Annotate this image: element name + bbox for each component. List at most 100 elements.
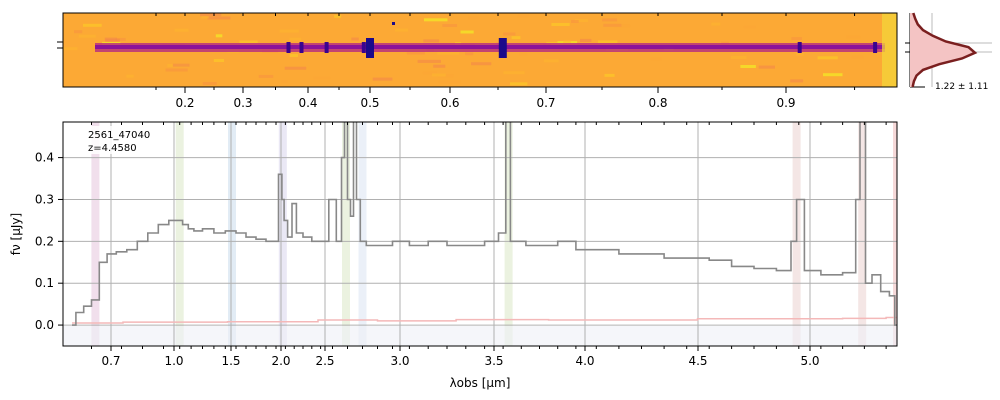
top-tick-label: 0.8 (648, 96, 667, 110)
noise-patch (281, 80, 288, 83)
noise-patch (758, 65, 775, 69)
noise-patch (63, 47, 78, 51)
noise-patch (614, 24, 631, 28)
noise-patch (519, 52, 528, 56)
noise-patch (313, 76, 331, 80)
noise-patch (423, 39, 440, 43)
noise-patch (165, 68, 188, 72)
line-bands (91, 122, 897, 346)
noise-patch (503, 32, 516, 36)
noise-patch (351, 37, 359, 41)
noise-patch (437, 51, 460, 55)
x-tick-label: 3.0 (390, 354, 409, 368)
noise-patch (511, 36, 521, 40)
noise-patch (207, 16, 231, 20)
y-tick-label: 0.0 (35, 318, 54, 332)
noise-patch (433, 64, 446, 68)
line-band (278, 122, 287, 346)
1d-spectrum-frame (62, 121, 898, 347)
line-band (893, 122, 897, 346)
redshift-label: z=4.4580 (88, 143, 137, 154)
emission-line-blob (286, 42, 291, 53)
noise-patch (602, 18, 618, 22)
line-band (175, 122, 184, 346)
noise-patch (460, 30, 474, 34)
noise-patch (510, 82, 528, 86)
noise-patch (215, 34, 223, 38)
noise-patch (422, 71, 437, 75)
y-tick-label: 0.1 (35, 276, 54, 290)
noise-patch (517, 14, 530, 18)
noise-patch (172, 63, 190, 67)
y-axis-ticks: 0.0 0.1 0.2 0.3 0.4 (35, 151, 63, 332)
noise-patch (424, 18, 448, 22)
noise-patch (74, 30, 83, 34)
object-id-label: 2561_47040 (88, 130, 150, 141)
line-band (228, 122, 236, 346)
noise-patch (597, 40, 618, 44)
2d-spectrum-panel: 0.2 0.3 0.4 0.5 0.6 0.7 0.8 0.9 (57, 12, 898, 110)
flux-spectrum-line (72, 122, 897, 326)
profile-line (911, 12, 978, 88)
emission-line-blob (873, 42, 878, 53)
x-tick-label: 4.5 (688, 354, 707, 368)
noise-patch (417, 59, 441, 63)
noise-patch (580, 38, 592, 42)
bottom-shade (63, 326, 897, 346)
noise-patch (730, 56, 747, 59)
profile-annotation: 1.22 ± 1.11 (935, 82, 988, 92)
noise-patch (471, 62, 492, 66)
noise-patch (174, 28, 189, 32)
x-tick-label: 3.5 (484, 354, 503, 368)
x-tick-label: 5.0 (800, 354, 819, 368)
line-band (358, 122, 367, 346)
noise-patch (551, 23, 570, 26)
noise-patch (851, 55, 864, 59)
noise-patch (438, 80, 461, 84)
top-tick-label: 0.6 (440, 96, 459, 110)
noise-patch (104, 37, 117, 41)
x-tick-label: 4.0 (575, 354, 594, 368)
line-band (504, 122, 513, 346)
line-band (858, 122, 867, 346)
noise-patch (543, 59, 559, 63)
y-tick-label: 0.2 (35, 234, 54, 248)
noise-patch (796, 52, 804, 56)
2d-spectrum-left-ticks (57, 41, 63, 49)
x-tick-label: 2.5 (315, 354, 334, 368)
noise-patch (603, 23, 622, 27)
top-tick-label: 0.5 (360, 96, 379, 110)
noise-patch (395, 28, 408, 32)
x-tick-label: 0.7 (101, 354, 120, 368)
hot-pixel (392, 22, 395, 25)
1d-spectrum-panel: 0.7 1.0 1.5 2.0 2.5 3.0 3.5 4.0 4.5 5.0 0.0 0.1 0.2… (9, 121, 898, 390)
noise-patch (115, 37, 126, 41)
noise-patch (239, 40, 258, 44)
top-tick-label: 0.9 (776, 96, 795, 110)
noise-patch (743, 25, 756, 29)
noise-patch (604, 73, 615, 77)
noise-patch (83, 23, 102, 27)
profile-fill (910, 13, 975, 87)
noise-patch (431, 73, 446, 77)
y-axis-label: fν [μJy] (9, 213, 23, 255)
top-axis-ticks: 0.2 0.3 0.4 0.5 0.6 0.7 0.8 0.9 (155, 13, 856, 110)
noise-patch (823, 73, 843, 77)
top-tick-label: 0.7 (536, 96, 555, 110)
x-tick-label: 1.5 (221, 354, 240, 368)
noise-patch (279, 29, 299, 33)
noise-patch (563, 39, 571, 43)
2d-spectrum-frame (62, 12, 898, 88)
x-tick-label: 1.0 (164, 354, 183, 368)
noise-patch (289, 54, 298, 57)
x-tick-label: 2.0 (271, 354, 290, 368)
noise-patch (334, 14, 342, 18)
noise-patch (711, 22, 721, 26)
label-box (82, 126, 150, 154)
y-tick-label: 0.4 (35, 151, 54, 165)
2d-spectrum-trace-core (95, 45, 885, 49)
noise-patch (258, 74, 274, 78)
top-tick-label: 0.3 (233, 96, 252, 110)
2d-spectrum-emission-lines (286, 22, 878, 58)
2d-spectrum-right-strip (882, 13, 897, 87)
